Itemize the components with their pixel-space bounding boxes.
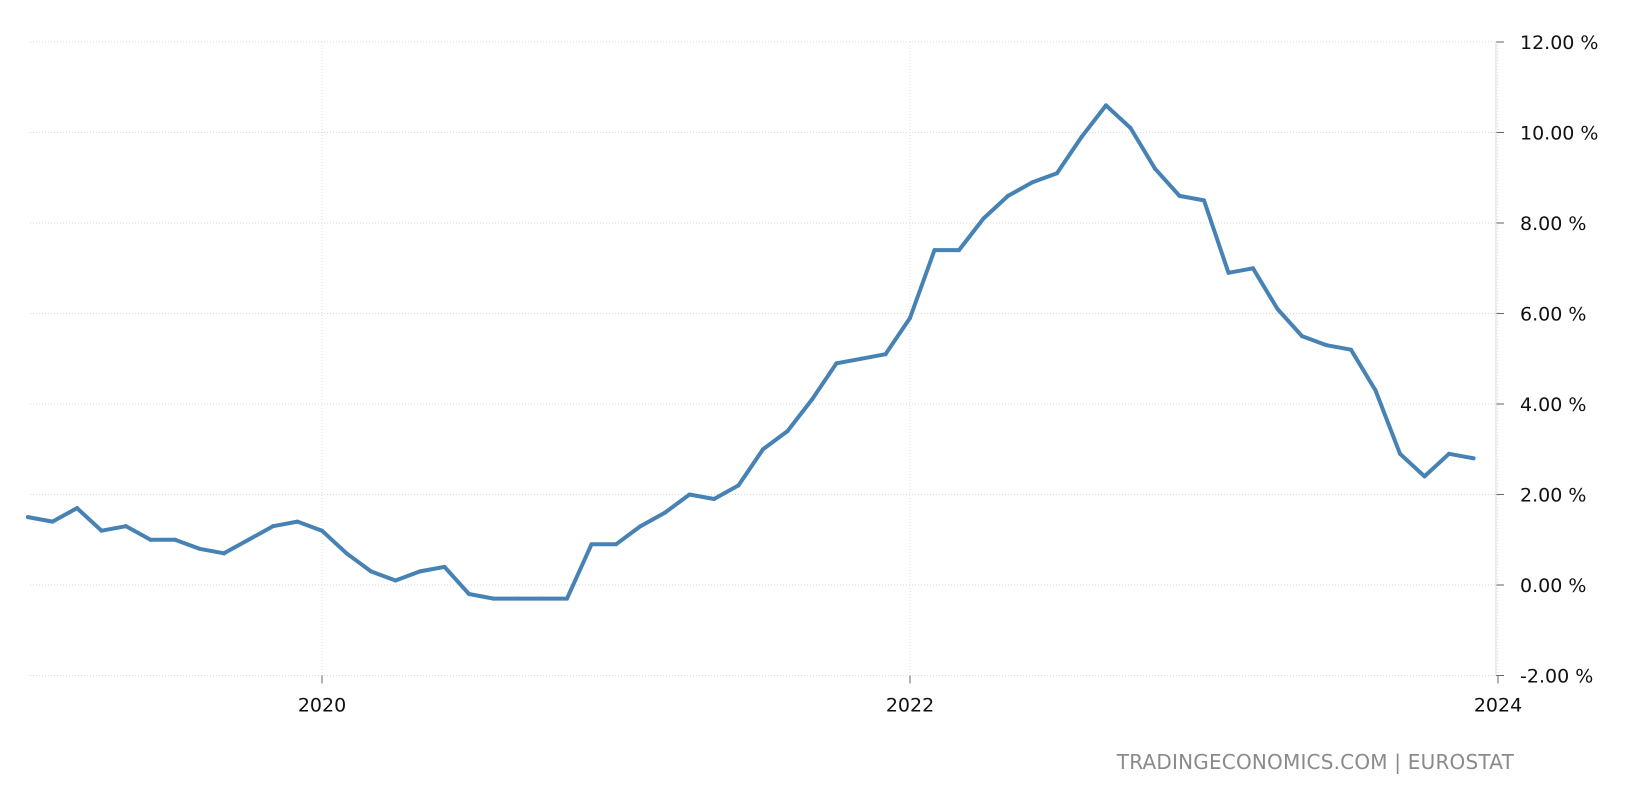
data-point <box>932 248 937 253</box>
data-point <box>1202 198 1206 203</box>
data-point <box>124 524 128 529</box>
data-point <box>1324 343 1329 348</box>
data-point <box>516 596 520 601</box>
data-point <box>173 537 177 542</box>
data-point <box>1447 451 1451 456</box>
y-tick-label: 0.00 % <box>1520 575 1586 597</box>
data-point <box>222 551 226 556</box>
data-point <box>638 524 643 529</box>
x-tick-label: 2024 <box>1474 695 1522 717</box>
data-point <box>369 569 373 574</box>
data-point <box>614 542 618 547</box>
data-point <box>50 519 55 524</box>
x-tick-label: 2020 <box>298 695 346 717</box>
data-point <box>981 216 986 221</box>
x-tick-label: 2022 <box>886 695 934 717</box>
data-point <box>1006 193 1010 198</box>
y-tick-label: 10.00 % <box>1520 123 1599 145</box>
data-point <box>1153 166 1157 171</box>
data-point <box>785 429 790 434</box>
y-tick-label: 2.00 % <box>1520 485 1586 507</box>
grid-layer <box>30 41 1499 676</box>
data-point <box>1471 456 1476 461</box>
data-point <box>1251 266 1255 271</box>
data-point <box>442 564 447 569</box>
data-point <box>957 248 961 253</box>
data-point <box>810 397 814 402</box>
data-point <box>467 592 471 597</box>
data-point <box>491 596 496 601</box>
data-point <box>197 546 202 551</box>
data-point <box>1300 334 1304 339</box>
data-point <box>148 537 153 542</box>
data-point <box>1128 125 1133 130</box>
data-point <box>540 596 545 601</box>
data-point <box>1177 193 1182 198</box>
data-point <box>320 528 324 533</box>
y-tick-label: 4.00 % <box>1520 394 1586 416</box>
data-point <box>1079 135 1084 140</box>
data-point <box>1030 180 1035 185</box>
data-point <box>663 510 667 515</box>
data-point <box>246 537 251 542</box>
data-point <box>1398 451 1402 456</box>
y-tick-label: 6.00 % <box>1520 304 1586 326</box>
axis-layer: 12.00 % 10.00 % 8.00 % 6.00 % 4.00 % 2.00 % 0.… <box>298 32 1599 717</box>
data-point <box>1226 270 1231 275</box>
y-tick-label: -2.00 % <box>1520 666 1593 688</box>
data-point <box>687 492 692 497</box>
data-point <box>589 542 594 547</box>
data-point <box>295 519 300 524</box>
data-point <box>99 528 104 533</box>
source-attribution: TRADINGECONOMICS.COM | EUROSTAT <box>1116 750 1514 774</box>
data-point <box>1055 171 1059 176</box>
series-layer <box>26 103 1476 601</box>
data-point <box>565 596 569 601</box>
data-point <box>834 361 839 366</box>
data-point <box>1104 103 1108 108</box>
data-point <box>761 447 765 452</box>
data-point <box>1422 474 1427 479</box>
data-point <box>26 515 30 520</box>
data-point <box>859 356 863 361</box>
series-line <box>26 103 1476 601</box>
y-tick-label: 12.00 % <box>1520 32 1599 54</box>
data-point <box>1275 306 1280 311</box>
data-point <box>736 483 741 488</box>
data-point <box>883 352 888 357</box>
data-point <box>1373 388 1378 393</box>
data-point <box>908 316 912 321</box>
data-point <box>418 569 422 574</box>
data-point <box>75 506 79 511</box>
data-point <box>1349 347 1353 352</box>
data-point <box>712 497 716 502</box>
data-point <box>344 551 349 556</box>
y-tick-label: 8.00 % <box>1520 213 1586 235</box>
data-point <box>271 524 275 529</box>
data-point <box>393 578 398 583</box>
